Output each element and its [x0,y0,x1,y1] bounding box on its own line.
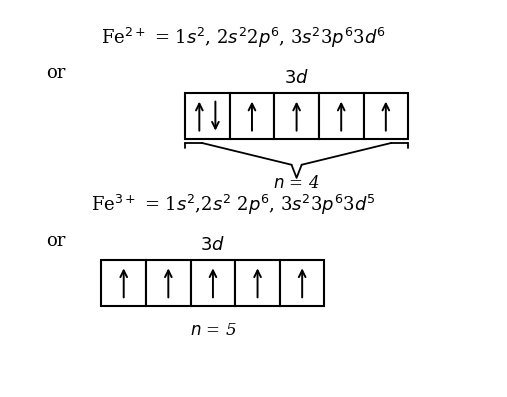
Bar [185,93,230,139]
Bar [191,260,235,306]
Bar [364,93,408,139]
Text: or: or [46,232,65,250]
Bar [235,260,280,306]
Text: $n$ = 4: $n$ = 4 [273,175,320,192]
Text: $3d$: $3d$ [284,69,309,87]
Text: or: or [46,64,65,81]
Bar [319,93,364,139]
Bar [146,260,191,306]
Text: Fe$^{2+}$ = 1$s^{2}$, 2$s^{2}$2$p^{6}$, 3$s^{2}$3$p^{6}$3$d^{6}$: Fe$^{2+}$ = 1$s^{2}$, 2$s^{2}$2$p^{6}$, … [101,26,386,50]
Bar [280,260,324,306]
Text: $3d$: $3d$ [200,236,226,254]
Bar [274,93,319,139]
Text: Fe$^{3+}$ = 1$s^{2}$,2$s^{2}$ 2$p^{6}$, 3$s^{2}$3$p^{6}$3$d^{5}$: Fe$^{3+}$ = 1$s^{2}$,2$s^{2}$ 2$p^{6}$, … [91,193,376,217]
Bar [101,260,146,306]
Bar [230,93,274,139]
Text: $n$ = 5: $n$ = 5 [190,322,236,339]
